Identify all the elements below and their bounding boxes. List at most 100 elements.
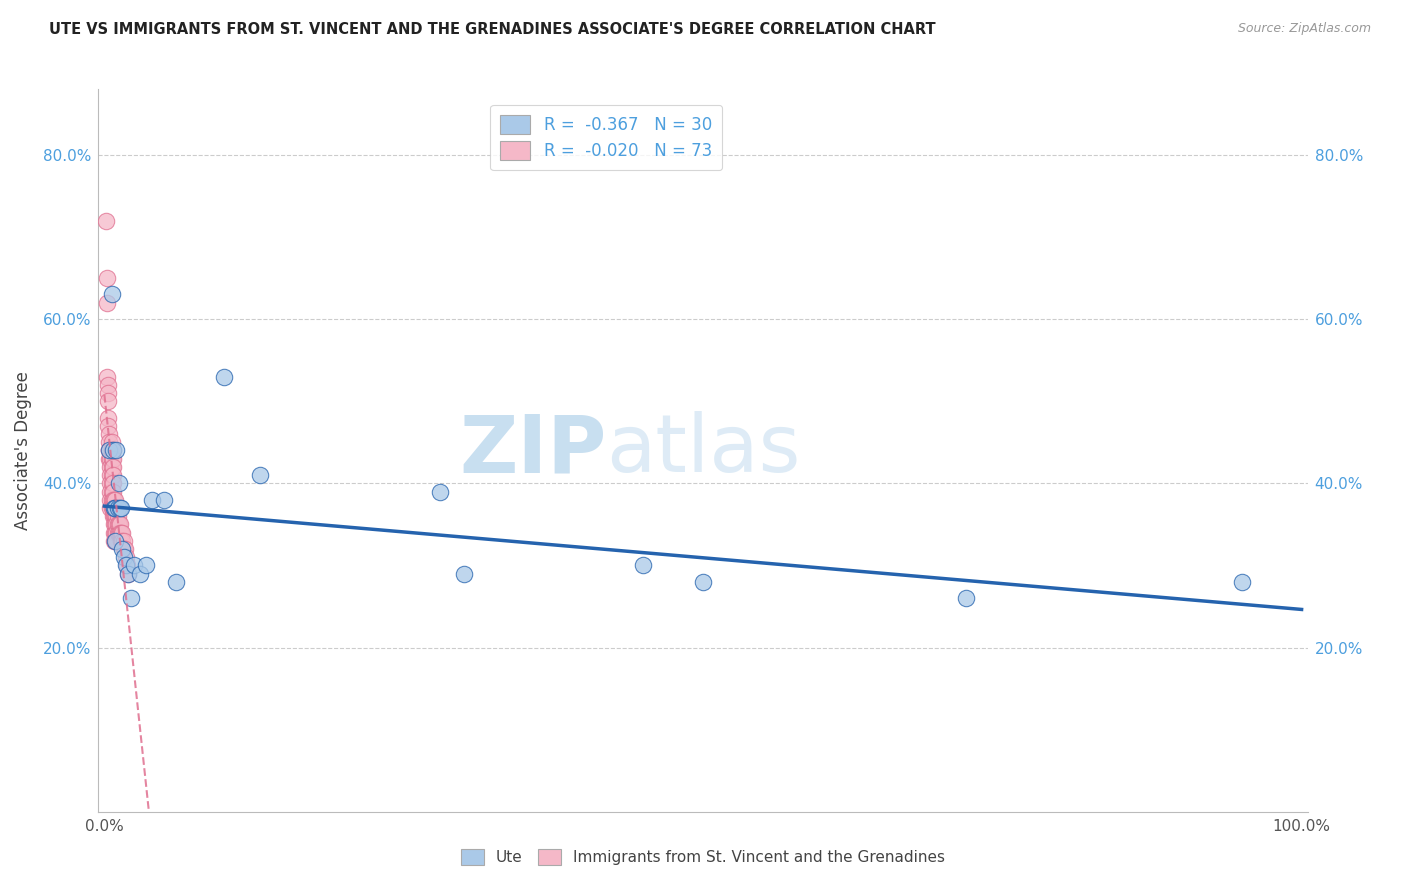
Point <box>107 517 129 532</box>
Y-axis label: Associate's Degree: Associate's Degree <box>14 371 32 530</box>
Point <box>107 525 129 540</box>
Point <box>107 509 129 524</box>
Point <box>97 418 120 433</box>
Point <box>100 500 122 515</box>
Point <box>165 574 187 589</box>
Point <box>692 574 714 589</box>
Point <box>104 509 127 524</box>
Point <box>153 492 176 507</box>
Point <box>100 476 122 491</box>
Point <box>97 394 120 409</box>
Point <box>98 451 121 466</box>
Point <box>96 271 118 285</box>
Point <box>101 443 124 458</box>
Point <box>124 558 146 573</box>
Point <box>101 476 124 491</box>
Point <box>111 525 134 540</box>
Point <box>103 517 125 532</box>
Point <box>104 500 127 515</box>
Point <box>111 533 134 548</box>
Point <box>100 443 122 458</box>
Point <box>100 468 122 483</box>
Point <box>100 451 122 466</box>
Point <box>112 541 135 556</box>
Point <box>100 287 122 301</box>
Point <box>103 500 125 515</box>
Point <box>1230 574 1253 589</box>
Point <box>107 476 129 491</box>
Point <box>100 451 122 466</box>
Point <box>129 566 152 581</box>
Point <box>101 459 124 474</box>
Point <box>105 517 128 532</box>
Point <box>96 369 118 384</box>
Point <box>110 525 132 540</box>
Point <box>103 525 125 540</box>
Point <box>101 484 124 499</box>
Point <box>107 517 129 532</box>
Point <box>101 492 124 507</box>
Point <box>96 295 118 310</box>
Point <box>100 492 122 507</box>
Point <box>107 500 129 515</box>
Point <box>249 468 271 483</box>
Point <box>100 459 122 474</box>
Legend: R =  -0.367   N = 30, R =  -0.020   N = 73: R = -0.367 N = 30, R = -0.020 N = 73 <box>491 104 723 169</box>
Point <box>100 435 122 450</box>
Point <box>100 492 122 507</box>
Point <box>429 484 451 499</box>
Text: atlas: atlas <box>606 411 800 490</box>
Legend: Ute, Immigrants from St. Vincent and the Grenadines: Ute, Immigrants from St. Vincent and the… <box>454 843 952 871</box>
Point <box>115 558 138 573</box>
Point <box>97 386 120 401</box>
Point <box>100 484 122 499</box>
Point <box>112 550 135 565</box>
Point <box>101 451 124 466</box>
Point <box>105 525 128 540</box>
Point <box>117 566 139 581</box>
Point <box>98 427 121 442</box>
Point <box>114 541 136 556</box>
Point <box>105 509 128 524</box>
Point <box>101 468 124 483</box>
Point <box>97 410 120 425</box>
Point <box>103 533 125 548</box>
Point <box>107 525 129 540</box>
Point <box>955 591 977 606</box>
Point <box>135 558 157 573</box>
Point <box>631 558 654 573</box>
Point <box>105 500 128 515</box>
Point <box>108 517 131 532</box>
Point <box>100 484 122 499</box>
Text: ZIP: ZIP <box>458 411 606 490</box>
Point <box>104 533 127 548</box>
Point <box>110 500 132 515</box>
Point <box>212 369 235 384</box>
Point <box>101 500 124 515</box>
Point <box>117 566 139 581</box>
Point <box>120 591 142 606</box>
Text: UTE VS IMMIGRANTS FROM ST. VINCENT AND THE GRENADINES ASSOCIATE'S DEGREE CORRELA: UTE VS IMMIGRANTS FROM ST. VINCENT AND T… <box>49 22 936 37</box>
Point <box>115 558 138 573</box>
Point <box>105 443 128 458</box>
Point <box>104 500 127 515</box>
Point <box>103 500 125 515</box>
Point <box>98 443 121 458</box>
Point <box>101 509 124 524</box>
Point <box>110 533 132 548</box>
Point <box>104 533 127 548</box>
Point <box>97 377 120 392</box>
Point <box>103 509 125 524</box>
Point <box>453 566 475 581</box>
Point <box>115 550 138 565</box>
Point <box>100 468 122 483</box>
Point <box>141 492 163 507</box>
Point <box>104 492 127 507</box>
Point <box>108 500 131 515</box>
Point <box>104 517 127 532</box>
Point <box>111 541 134 556</box>
Point <box>98 443 121 458</box>
Point <box>104 525 127 540</box>
Text: Source: ZipAtlas.com: Source: ZipAtlas.com <box>1237 22 1371 36</box>
Point <box>108 525 131 540</box>
